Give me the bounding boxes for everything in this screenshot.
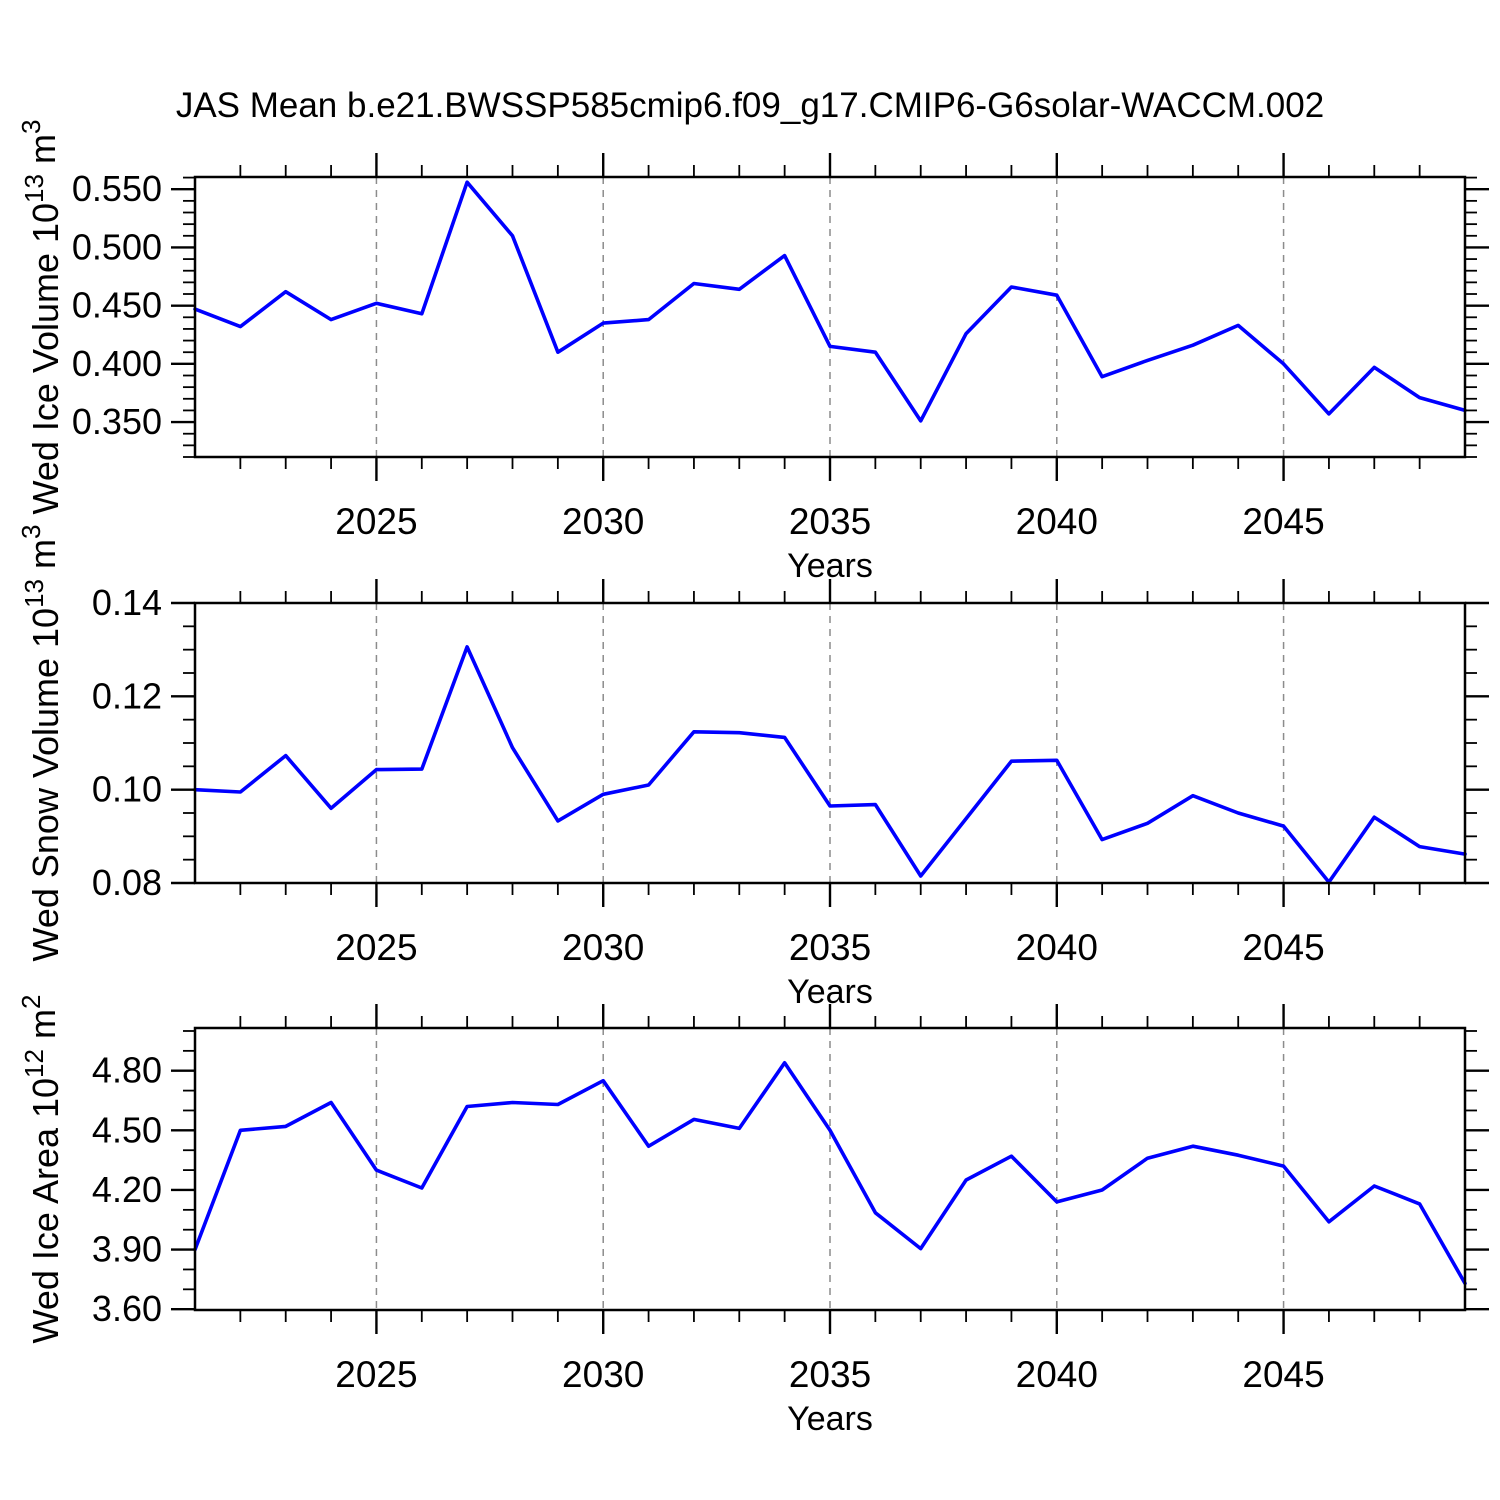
- x-tick-label: 2030: [562, 1354, 644, 1395]
- x-tick-label: 2030: [562, 501, 644, 542]
- x-tick-label: 2035: [789, 927, 871, 968]
- x-tick-label: 2040: [1016, 501, 1098, 542]
- y-tick-label: 4.20: [92, 1169, 162, 1210]
- y-tick-label: 0.10: [92, 769, 162, 810]
- y-tick-label: 4.50: [92, 1109, 162, 1150]
- y-axis-label: Wed Snow Volume 1013 m3: [16, 525, 66, 962]
- y-tick-label: 3.60: [92, 1288, 162, 1329]
- x-tick-label: 2040: [1016, 927, 1098, 968]
- y-tick-label: 0.12: [92, 675, 162, 716]
- chart-title: JAS Mean b.e21.BWSSP585cmip6.f09_g17.CMI…: [175, 86, 1325, 125]
- x-tick-label: 2025: [335, 501, 417, 542]
- y-tick-label: 0.08: [92, 862, 162, 903]
- x-tick-label: 2045: [1242, 1354, 1324, 1395]
- y-axis-label: Wed Ice Volume 1013 m3: [16, 120, 66, 515]
- x-tick-label: 2030: [562, 927, 644, 968]
- data-line: [193, 645, 1467, 884]
- y-tick-label: 0.400: [72, 343, 162, 384]
- y-tick-label: 0.550: [72, 168, 162, 209]
- y-tick-label: 0.500: [72, 226, 162, 267]
- x-tick-label: 2045: [1242, 501, 1324, 542]
- y-tick-label: 4.80: [92, 1050, 162, 1091]
- x-tick-label: 2035: [789, 1354, 871, 1395]
- y-tick-label: 3.90: [92, 1229, 162, 1270]
- x-tick-label: 2025: [335, 1354, 417, 1395]
- x-tick-label: 2045: [1242, 927, 1324, 968]
- data-line: [193, 1061, 1467, 1286]
- x-tick-label: 2035: [789, 501, 871, 542]
- y-axis-label: Wed Ice Area 1012 m2: [16, 995, 66, 1344]
- y-tick-label: 0.350: [72, 401, 162, 442]
- data-line: [193, 180, 1467, 423]
- x-tick-label: 2040: [1016, 1354, 1098, 1395]
- x-axis-label: Years: [787, 547, 873, 585]
- y-tick-label: 0.14: [92, 582, 162, 623]
- x-axis-label: Years: [787, 1400, 873, 1438]
- y-tick-label: 0.450: [72, 285, 162, 326]
- x-tick-label: 2025: [335, 927, 417, 968]
